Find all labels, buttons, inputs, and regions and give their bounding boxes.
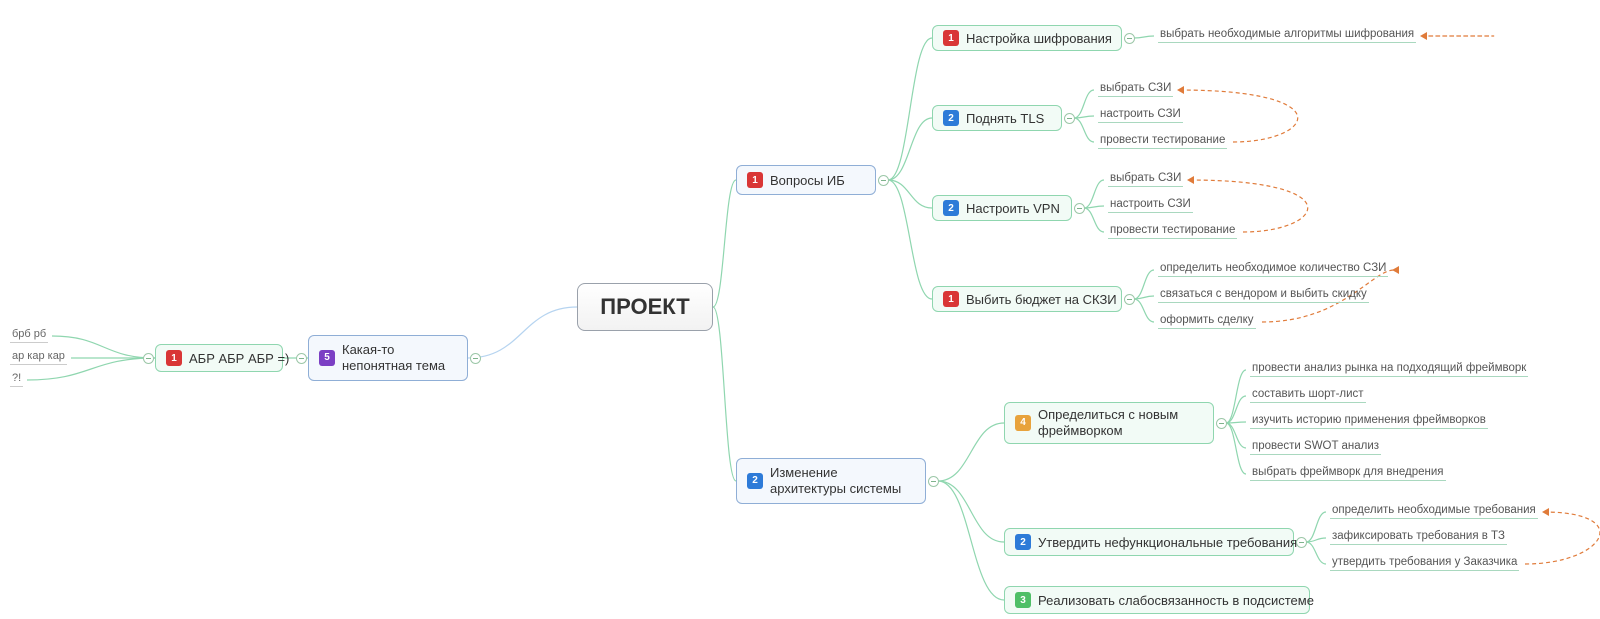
leaf-node[interactable]: провести тестирование	[1098, 134, 1227, 149]
node-label: АБР АБР АБР =)	[189, 351, 289, 366]
leaf-node[interactable]: настроить СЗИ	[1098, 108, 1183, 123]
leaf-node[interactable]: утвердить требования у Заказчика	[1330, 556, 1519, 571]
priority-badge: 1	[166, 350, 182, 366]
priority-badge: 2	[747, 473, 763, 489]
child-node[interactable]: 3Реализовать слабосвязанность в подсисте…	[1004, 586, 1310, 614]
collapse-toggle[interactable]	[296, 353, 307, 364]
leaf-node[interactable]: зафиксировать требования в ТЗ	[1330, 530, 1507, 545]
priority-badge: 2	[1015, 534, 1031, 550]
leaf-node[interactable]: выбрать необходимые алгоритмы шифрования	[1158, 28, 1416, 43]
priority-badge: 1	[943, 30, 959, 46]
node-label: Настроить VPN	[966, 201, 1060, 216]
leaf-node[interactable]: провести тестирование	[1108, 224, 1237, 239]
collapse-toggle[interactable]	[1124, 294, 1135, 305]
collapse-toggle[interactable]	[1216, 418, 1227, 429]
branch-node[interactable]: 2 Изменение архитектуры системы	[736, 458, 926, 504]
priority-badge: 1	[747, 172, 763, 188]
node-label: Определиться с новым фреймворком	[1038, 407, 1203, 440]
node-label: Утвердить нефункциональные требования	[1038, 535, 1297, 550]
left-leaf[interactable]: брб рб	[10, 328, 48, 343]
collapse-toggle[interactable]	[1296, 537, 1307, 548]
leaf-node[interactable]: настроить СЗИ	[1108, 198, 1193, 213]
leaf-node[interactable]: выбрать СЗИ	[1098, 82, 1173, 97]
leaf-node[interactable]: связаться с вендором и выбить скидку	[1158, 288, 1369, 303]
left-subtopic[interactable]: 1АБР АБР АБР =)	[155, 344, 283, 372]
left-leaf[interactable]: ?!	[10, 372, 23, 387]
loop-arrowhead	[1420, 32, 1427, 40]
child-node[interactable]: 2 Поднять TLS	[932, 105, 1062, 131]
leaf-node[interactable]: оформить сделку	[1158, 314, 1256, 329]
left-topic[interactable]: 5 Какая-то непонятная тема	[308, 335, 468, 381]
left-leaf[interactable]: ар кар кар	[10, 350, 67, 365]
leaf-node[interactable]: провести анализ рынка на подходящий фрей…	[1250, 362, 1528, 377]
node-label: Реализовать слабосвязанность в подсистем…	[1038, 593, 1314, 608]
leaf-node[interactable]: изучить историю применения фреймворков	[1250, 414, 1488, 429]
child-node[interactable]: 4 Определиться с новым фреймворком	[1004, 402, 1214, 444]
leaf-node[interactable]: выбрать СЗИ	[1108, 172, 1183, 187]
leaf-node[interactable]: определить необходимые требования	[1330, 504, 1538, 519]
node-label: Какая-то непонятная тема	[342, 342, 457, 375]
loop-arrowhead	[1187, 176, 1194, 184]
priority-badge: 4	[1015, 415, 1031, 431]
priority-badge: 2	[943, 200, 959, 216]
node-label: Выбить бюджет на СКЗИ	[966, 292, 1117, 307]
loop-arrowhead	[1542, 508, 1549, 516]
loop-arrowhead	[1177, 86, 1184, 94]
node-label: Настройка шифрования	[966, 31, 1112, 46]
child-node[interactable]: 1 Настройка шифрования	[932, 25, 1122, 51]
priority-badge: 1	[943, 291, 959, 307]
leaf-node[interactable]: провести SWOT анализ	[1250, 440, 1381, 455]
node-label: ПРОЕКТ	[600, 294, 689, 320]
arrow-layer	[0, 0, 1600, 619]
node-label: Поднять TLS	[966, 111, 1044, 126]
leaf-node[interactable]: определить необходимое количество СЗИ	[1158, 262, 1388, 277]
collapse-toggle[interactable]	[1124, 33, 1135, 44]
node-label: Вопросы ИБ	[770, 173, 845, 188]
node-label: Изменение архитектуры системы	[770, 465, 915, 498]
collapse-toggle[interactable]	[470, 353, 481, 364]
loop-arrowhead	[1392, 266, 1399, 274]
child-node[interactable]: 1 Выбить бюджет на СКЗИ	[932, 286, 1122, 312]
collapse-toggle[interactable]	[1074, 203, 1085, 214]
collapse-toggle[interactable]	[143, 353, 154, 364]
root-node[interactable]: ПРОЕКТ	[577, 283, 713, 331]
child-node[interactable]: 2 Утвердить нефункциональные требования	[1004, 528, 1294, 556]
priority-badge: 2	[943, 110, 959, 126]
collapse-toggle[interactable]	[1064, 113, 1075, 124]
leaf-node[interactable]: выбрать фреймворк для внедрения	[1250, 466, 1446, 481]
leaf-node[interactable]: составить шорт-лист	[1250, 388, 1366, 403]
collapse-toggle[interactable]	[878, 175, 889, 186]
priority-badge: 3	[1015, 592, 1031, 608]
collapse-toggle[interactable]	[928, 476, 939, 487]
child-node[interactable]: 2 Настроить VPN	[932, 195, 1072, 221]
priority-badge: 5	[319, 350, 335, 366]
branch-node[interactable]: 1 Вопросы ИБ	[736, 165, 876, 195]
